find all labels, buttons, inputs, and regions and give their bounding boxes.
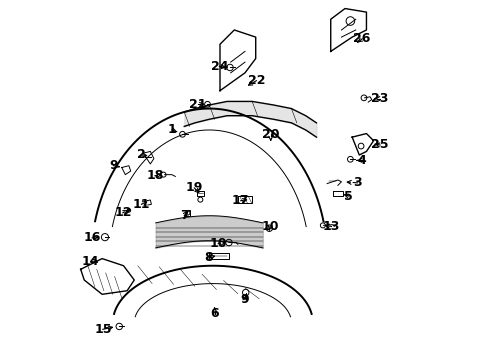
Text: 9: 9 xyxy=(109,159,118,172)
Text: 16: 16 xyxy=(83,231,101,244)
Text: 21: 21 xyxy=(189,98,207,111)
Text: 11: 11 xyxy=(133,198,150,211)
Text: 25: 25 xyxy=(371,139,389,152)
Text: 1: 1 xyxy=(168,123,176,136)
Text: 2: 2 xyxy=(137,148,146,162)
Text: 8: 8 xyxy=(204,251,213,264)
Text: 7: 7 xyxy=(180,209,189,222)
Text: 20: 20 xyxy=(262,128,279,141)
Text: 19: 19 xyxy=(186,181,203,194)
Text: 14: 14 xyxy=(82,255,99,268)
Text: 17: 17 xyxy=(232,194,249,207)
Text: 23: 23 xyxy=(371,92,389,105)
Text: 24: 24 xyxy=(211,60,228,73)
Text: 13: 13 xyxy=(323,220,340,233)
Text: 9: 9 xyxy=(241,293,249,306)
Text: 12: 12 xyxy=(114,206,132,219)
Text: 6: 6 xyxy=(210,307,219,320)
Text: 10: 10 xyxy=(261,220,279,233)
Text: 5: 5 xyxy=(344,190,353,203)
Text: 22: 22 xyxy=(247,74,265,87)
Text: 18: 18 xyxy=(147,169,164,182)
Text: 26: 26 xyxy=(353,32,371,45)
Text: 3: 3 xyxy=(353,176,362,189)
Text: 10: 10 xyxy=(209,237,227,250)
Text: 4: 4 xyxy=(358,154,367,167)
Text: 15: 15 xyxy=(94,323,112,336)
